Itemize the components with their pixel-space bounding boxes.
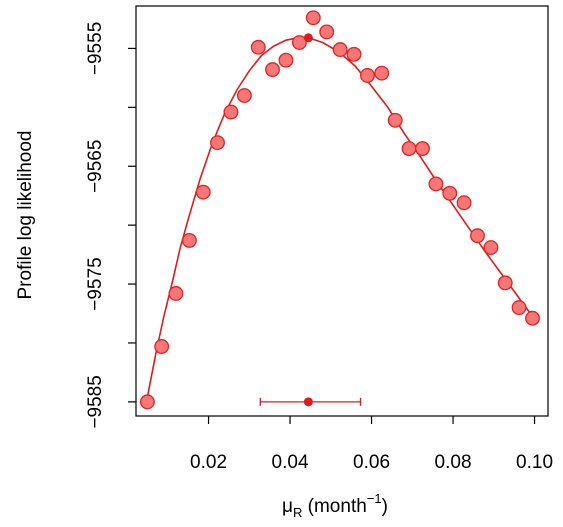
profile-point-22 xyxy=(442,185,458,201)
y-tick-label-4: −9565 xyxy=(85,140,106,193)
x-tick-label-3: 0.08 xyxy=(435,452,472,473)
profile-point-19 xyxy=(401,141,417,157)
x-axis: 0.02 0.04 0.06 0.08 0.10 xyxy=(190,416,553,473)
profile-point-28 xyxy=(525,310,540,326)
x-axis-title-unit-open: (month xyxy=(302,496,366,517)
profile-point-0 xyxy=(139,394,155,410)
ci-estimate-point xyxy=(303,397,313,407)
profile-point-8 xyxy=(250,39,266,55)
x-axis-title-subscript: R xyxy=(293,505,302,520)
profile-point-11 xyxy=(291,35,307,50)
profile-point-26 xyxy=(497,275,513,291)
profile-point-3 xyxy=(181,233,197,248)
plot-frame xyxy=(135,5,549,417)
fitted-curve xyxy=(146,37,536,398)
y-tick-label-0: −9585 xyxy=(85,375,106,428)
profile-point-25 xyxy=(483,240,499,255)
profile-point-14 xyxy=(332,42,348,58)
y-tick-label-6: −9555 xyxy=(85,22,106,75)
y-axis: −9585 −9575 −9565 −9555 xyxy=(85,22,136,429)
x-axis-title-unit-close: ) xyxy=(382,496,388,517)
profile-point-24 xyxy=(470,228,485,244)
profile-point-9 xyxy=(265,62,280,78)
plot-area xyxy=(139,10,540,410)
profile-point-20 xyxy=(415,141,430,157)
profile-point-7 xyxy=(236,88,252,103)
profile-point-27 xyxy=(511,300,527,316)
profile-point-15 xyxy=(346,46,362,62)
profile-point-21 xyxy=(428,176,444,192)
x-tick-label-2: 0.06 xyxy=(353,452,390,473)
x-axis-title-base: μ xyxy=(282,496,293,517)
y-axis-title: Profile log likelihood xyxy=(15,131,36,300)
profile-point-1 xyxy=(154,339,170,354)
x-axis-title-superscript: −1 xyxy=(367,491,382,506)
mle-point xyxy=(303,33,313,43)
profile-point-23 xyxy=(456,195,472,211)
x-tick-label-4: 0.10 xyxy=(516,452,553,473)
profile-point-18 xyxy=(387,112,403,128)
profile-point-16 xyxy=(360,68,375,83)
profile-point-4 xyxy=(195,184,211,200)
profile-point-10 xyxy=(278,52,294,68)
profile-point-13 xyxy=(319,24,335,40)
profile-point-2 xyxy=(168,286,184,301)
x-tick-label-1: 0.04 xyxy=(272,452,309,473)
profile-point-5 xyxy=(210,135,225,151)
profile-point-17 xyxy=(374,65,390,81)
profile-point-6 xyxy=(223,104,239,120)
y-tick-label-2: −9575 xyxy=(85,257,106,310)
x-tick-label-0: 0.02 xyxy=(190,452,227,473)
profile-point-12 xyxy=(305,10,321,26)
x-axis-title: μR (month−1) xyxy=(282,491,388,520)
